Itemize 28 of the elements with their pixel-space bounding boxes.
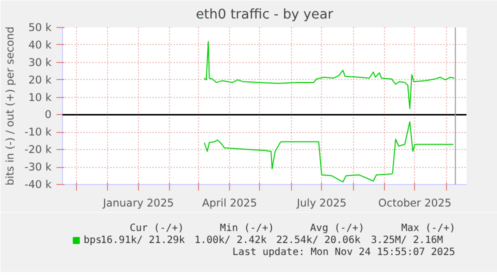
text: Min (-/+) xyxy=(220,223,274,234)
y-tick-label: 30 k xyxy=(28,56,52,69)
y-tick-label: 40 k xyxy=(28,38,52,52)
line-series xyxy=(204,40,455,110)
y-tick-label: -30 k xyxy=(24,160,52,174)
text: 22.54k/ 20.06k xyxy=(276,235,361,246)
x-tick-label: October 2025 xyxy=(378,196,452,210)
y-tick-label: -20 k xyxy=(24,143,52,156)
text: Last update: Mon Nov 24 15:55:07 2025 xyxy=(232,247,456,258)
y-tick-label: 50 k xyxy=(28,21,52,34)
chart-title: eth0 traffic - by year xyxy=(196,8,334,22)
y-tick-label: -40 k xyxy=(24,178,52,191)
text: 16.91k/ 21.29k xyxy=(100,235,185,246)
y-tick-label: 10 k xyxy=(28,90,52,104)
y-tick-label: 20 k xyxy=(28,73,52,86)
y-axis-title: bits in (-) / out (+) per second xyxy=(4,26,17,186)
text: 1.00k/ 2.42k xyxy=(194,235,267,246)
x-tick-label: January 2025 xyxy=(102,196,174,210)
text: Avg (-/+) xyxy=(310,223,364,234)
y-tick-label: 0 xyxy=(44,108,52,122)
text: Max (-/+) xyxy=(401,223,456,234)
y-tick-label: -10 k xyxy=(24,126,52,139)
x-tick-label: April 2025 xyxy=(202,196,258,210)
legend-label: bps xyxy=(84,235,102,246)
x-tick-label: July 2025 xyxy=(296,196,347,210)
line-series xyxy=(204,121,454,182)
text: 3.25M/ 2.16M xyxy=(370,235,444,246)
text: Cur (-/+) xyxy=(130,223,184,234)
